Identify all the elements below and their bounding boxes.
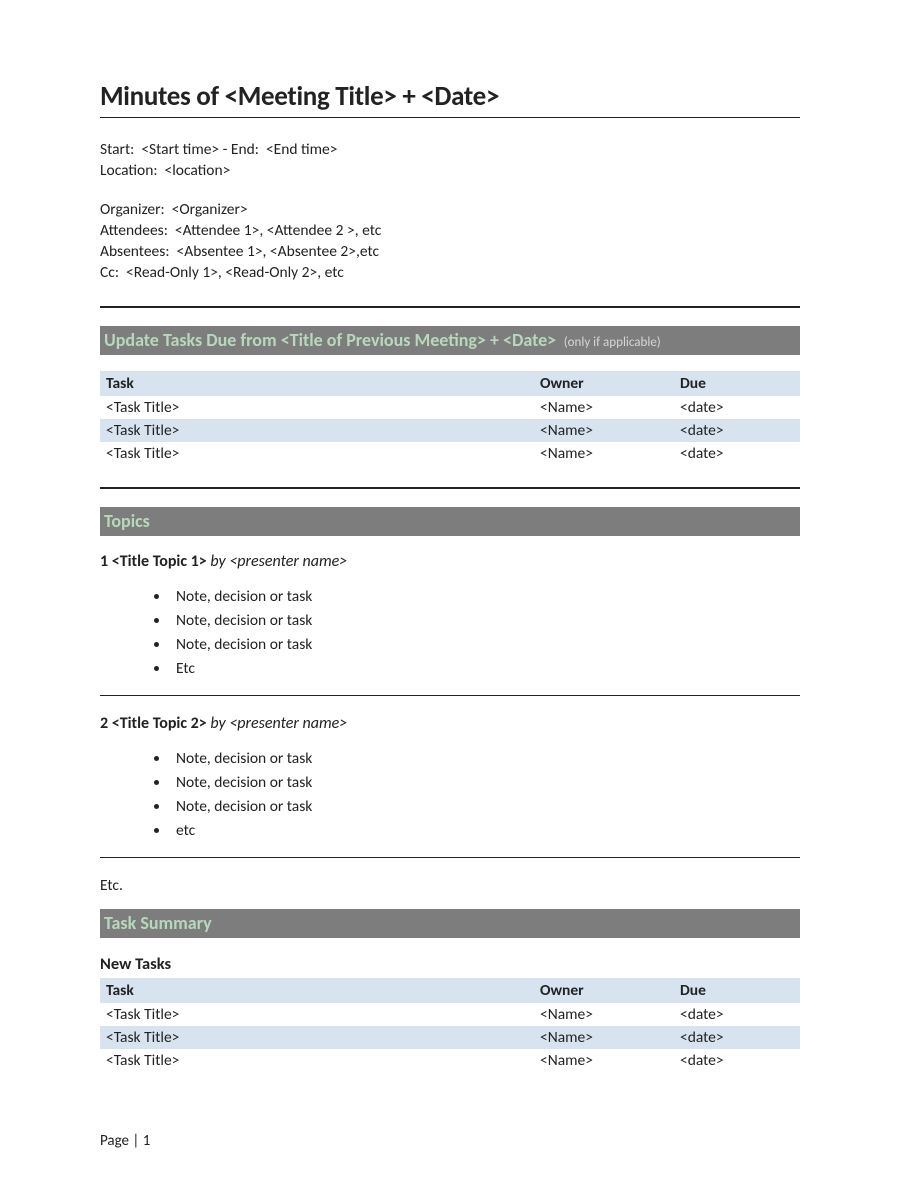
topic-1-num: 1 [100,552,108,571]
table-row: <Task Title> <Name> <date> [100,1049,800,1072]
update-tasks-section-bar: Update Tasks Due from <Title of Previous… [100,326,800,355]
list-item: Note, decision or task [170,609,800,633]
organizer-label: Organizer: [100,200,165,219]
meta-absentees-line: Absentees: <Absentee 1>, <Absentee 2>,et… [100,242,800,263]
start-value: <Start time> [141,140,219,159]
topics-section-bar: Topics [100,507,800,536]
table-row: <Task Title> <Name> <date> [100,1026,800,1049]
cell-task: <Task Title> [100,1003,534,1026]
topics-title: Topics [104,510,150,532]
col-due-header: Due [674,371,800,396]
meta-block: Start: <Start time> - End: <End time> Lo… [100,140,800,284]
cell-owner: <Name> [534,442,674,465]
list-item: Note, decision or task [170,633,800,657]
attendees-label: Attendees: [100,221,168,240]
table-header-row: Task Owner Due [100,371,800,396]
cell-task: <Task Title> [100,396,534,419]
col-owner-header: Owner [534,978,674,1003]
cell-task: <Task Title> [100,442,534,465]
list-item: Note, decision or task [170,747,800,771]
cell-due: <date> [674,442,800,465]
cell-due: <date> [674,419,800,442]
col-task-header: Task [100,978,534,1003]
location-value: <location> [165,161,231,180]
new-tasks-table: Task Owner Due <Task Title> <Name> <date… [100,978,800,1072]
organizer-value: <Organizer> [172,200,248,219]
meta-location-line: Location: <location> [100,161,800,182]
topic-2-notes: Note, decision or task Note, decision or… [100,747,800,843]
update-tasks-table: Task Owner Due <Task Title> <Name> <date… [100,371,800,465]
cell-due: <date> [674,396,800,419]
topic-2-heading: 2 <Title Topic 2> by <presenter name> [100,714,800,733]
meta-cc-line: Cc: <Read-Only 1>, <Read-Only 2>, etc [100,263,800,284]
divider [100,695,800,696]
absentees-label: Absentees: [100,242,169,261]
end-value: <End time> [266,140,338,159]
divider [100,487,800,489]
end-separator: - End: [223,140,259,159]
table-row: <Task Title> <Name> <date> [100,396,800,419]
table-row: <Task Title> <Name> <date> [100,419,800,442]
divider [100,857,800,858]
topic-2-by: by [210,714,225,733]
topic-2-presenter: <presenter name> [229,714,347,733]
meta-time-line: Start: <Start time> - End: <End time> [100,140,800,161]
cell-owner: <Name> [534,396,674,419]
list-item: Etc [170,657,800,681]
page-title: Minutes of <Meeting Title> + <Date> [100,80,800,113]
meta-attendees-line: Attendees: <Attendee 1>, <Attendee 2 >, … [100,221,800,242]
task-summary-section-bar: Task Summary [100,909,800,938]
update-tasks-title: Update Tasks Due from <Title of Previous… [104,329,556,351]
cc-value: <Read-Only 1>, <Read-Only 2>, etc [126,263,344,282]
cell-owner: <Name> [534,1026,674,1049]
list-item: etc [170,819,800,843]
new-tasks-subhead: New Tasks [100,954,800,974]
attendees-value: <Attendee 1>, <Attendee 2 >, etc [175,221,381,240]
start-label: Start: [100,140,134,159]
col-task-header: Task [100,371,534,396]
list-item: Note, decision or task [170,795,800,819]
absentees-value: <Absentee 1>, <Absentee 2>,etc [177,242,380,261]
table-row: <Task Title> <Name> <date> [100,1003,800,1026]
update-tasks-note: (only if applicable) [564,335,661,350]
topic-1-notes: Note, decision or task Note, decision or… [100,585,800,681]
cell-owner: <Name> [534,419,674,442]
table-header-row: Task Owner Due [100,978,800,1003]
cell-due: <date> [674,1049,800,1072]
col-owner-header: Owner [534,371,674,396]
cell-owner: <Name> [534,1003,674,1026]
list-item: Note, decision or task [170,585,800,609]
list-item: Note, decision or task [170,771,800,795]
topic-2-title: <Title Topic 2> [112,714,207,733]
meta-organizer-line: Organizer: <Organizer> [100,200,800,221]
task-summary-title: Task Summary [104,912,212,934]
topic-1-title: <Title Topic 1> [112,552,207,571]
cell-due: <date> [674,1026,800,1049]
cell-task: <Task Title> [100,1049,534,1072]
cc-label: Cc: [100,263,119,282]
cell-owner: <Name> [534,1049,674,1072]
col-due-header: Due [674,978,800,1003]
cell-task: <Task Title> [100,1026,534,1049]
title-underline [100,117,800,118]
location-label: Location: [100,161,158,180]
topic-1-presenter: <presenter name> [229,552,347,571]
cell-due: <date> [674,1003,800,1026]
table-row: <Task Title> <Name> <date> [100,442,800,465]
divider [100,306,800,308]
topic-2-num: 2 [100,714,108,733]
topics-etc: Etc. [100,876,800,895]
cell-task: <Task Title> [100,419,534,442]
topic-1-by: by [210,552,225,571]
page-footer: Page | 1 [100,1132,800,1150]
page: Minutes of <Meeting Title> + <Date> Star… [0,0,900,1190]
topic-1-heading: 1 <Title Topic 1> by <presenter name> [100,552,800,571]
